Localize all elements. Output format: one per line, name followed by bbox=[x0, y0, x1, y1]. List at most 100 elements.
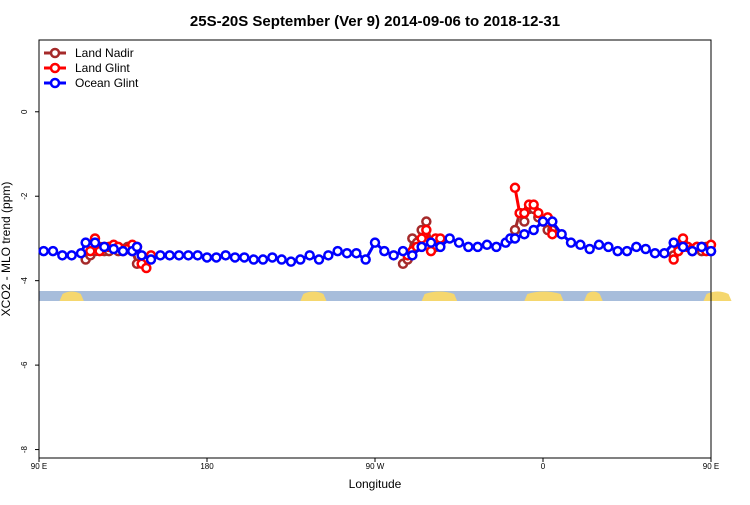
data-point bbox=[537, 216, 549, 227]
data-point bbox=[575, 239, 586, 251]
data-point bbox=[57, 250, 68, 261]
series-layer bbox=[38, 182, 717, 274]
data-point bbox=[323, 250, 334, 261]
data-point bbox=[229, 252, 241, 263]
data-point bbox=[388, 250, 399, 261]
series-ocean-glint bbox=[38, 216, 717, 267]
data-point bbox=[295, 254, 306, 265]
data-point bbox=[47, 245, 59, 257]
land-region bbox=[524, 291, 564, 301]
data-point bbox=[687, 245, 698, 257]
legend-label: Land Nadir bbox=[75, 46, 134, 60]
data-point bbox=[239, 252, 250, 263]
data-point bbox=[421, 224, 432, 236]
data-point bbox=[416, 241, 427, 253]
data-point bbox=[603, 241, 614, 253]
y-axis-label: XCO2 - MLO trend (ppm) bbox=[0, 182, 13, 317]
data-point bbox=[547, 228, 558, 240]
data-point bbox=[696, 241, 707, 253]
data-point bbox=[173, 250, 185, 261]
data-point bbox=[556, 228, 567, 240]
data-point bbox=[248, 254, 259, 265]
x-axis: 90 E 180 90 W 0 90 E bbox=[31, 458, 719, 471]
y-tick-label: -4 bbox=[20, 277, 29, 285]
data-point bbox=[509, 233, 521, 244]
data-point bbox=[593, 239, 605, 251]
data-point bbox=[509, 182, 521, 194]
y-axis: 0 -2 -4 -6 -8 bbox=[20, 109, 39, 453]
data-point bbox=[416, 233, 427, 244]
x-tick-label: 0 bbox=[541, 462, 546, 471]
data-point bbox=[677, 241, 689, 253]
x-tick-label: 180 bbox=[200, 462, 214, 471]
land-ocean-mask bbox=[39, 291, 732, 301]
data-point bbox=[640, 243, 651, 255]
data-point bbox=[360, 254, 371, 265]
x-tick-label: 90 W bbox=[366, 462, 385, 471]
data-point bbox=[668, 254, 679, 265]
data-point bbox=[108, 243, 119, 255]
land-region bbox=[300, 291, 327, 301]
chart-title: 25S-20S September (Ver 9) 2014-09-06 to … bbox=[190, 13, 560, 30]
data-point bbox=[220, 250, 231, 261]
data-point bbox=[131, 241, 143, 253]
data-point bbox=[425, 237, 437, 248]
data-point bbox=[141, 262, 152, 274]
data-point bbox=[584, 243, 595, 255]
land-region bbox=[421, 291, 458, 301]
data-point bbox=[351, 247, 362, 259]
data-point bbox=[89, 237, 101, 248]
data-point bbox=[533, 207, 544, 219]
data-point bbox=[649, 247, 661, 259]
y-tick-label: -6 bbox=[20, 361, 29, 369]
data-point bbox=[192, 250, 203, 261]
land-region bbox=[584, 291, 603, 301]
x-axis-label: Longitude bbox=[349, 477, 402, 491]
data-point bbox=[705, 245, 717, 257]
data-point bbox=[145, 254, 157, 265]
data-point bbox=[341, 247, 353, 259]
data-point bbox=[211, 252, 222, 263]
data-point bbox=[117, 245, 129, 257]
legend-marker bbox=[49, 47, 61, 59]
data-point bbox=[276, 254, 287, 265]
data-point bbox=[285, 256, 297, 267]
data-point bbox=[136, 250, 147, 261]
data-point bbox=[425, 245, 437, 257]
data-point bbox=[621, 245, 633, 257]
data-point bbox=[519, 207, 530, 219]
data-point bbox=[397, 245, 409, 257]
data-point bbox=[267, 252, 278, 263]
data-point bbox=[80, 237, 91, 248]
data-point bbox=[155, 250, 166, 261]
x-tick-label: 90 E bbox=[703, 462, 719, 471]
data-point bbox=[435, 233, 446, 244]
data-point bbox=[407, 250, 418, 261]
data-point bbox=[453, 237, 465, 248]
data-point bbox=[369, 237, 381, 248]
legend-marker bbox=[49, 77, 61, 89]
data-point bbox=[612, 245, 623, 257]
data-point bbox=[435, 241, 446, 253]
land-region bbox=[59, 291, 84, 301]
data-point bbox=[491, 241, 502, 253]
data-point bbox=[472, 241, 483, 253]
data-point bbox=[668, 237, 679, 248]
data-point bbox=[677, 233, 689, 244]
data-point bbox=[75, 247, 87, 259]
data-point bbox=[257, 254, 269, 265]
data-point bbox=[519, 228, 530, 240]
data-point bbox=[66, 250, 77, 261]
legend-marker bbox=[49, 62, 61, 74]
data-point bbox=[631, 241, 642, 253]
data-point bbox=[528, 224, 539, 236]
legend-label: Ocean Glint bbox=[75, 76, 139, 90]
data-point bbox=[38, 245, 49, 257]
x-tick-label: 90 E bbox=[31, 462, 47, 471]
data-point bbox=[421, 216, 432, 227]
data-point bbox=[183, 250, 194, 261]
data-point bbox=[565, 237, 577, 248]
ocean-band bbox=[39, 291, 711, 301]
